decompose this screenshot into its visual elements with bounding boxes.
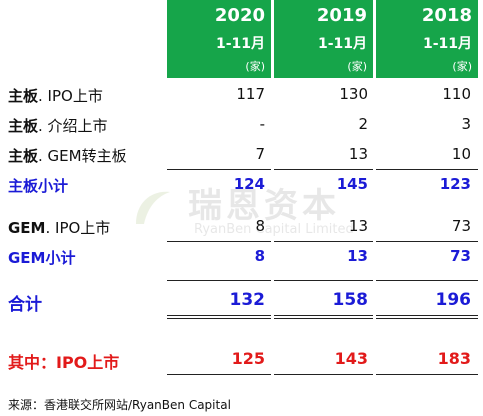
- divider: [167, 169, 271, 170]
- table-row: 主板. IPO上市 117 130 110: [0, 82, 483, 108]
- value-2019: 158: [332, 290, 369, 310]
- value-2018: 73: [451, 217, 471, 235]
- unit-label: (家): [245, 60, 265, 73]
- row-label: 其中：IPO上市: [8, 353, 120, 372]
- divider: [274, 169, 373, 170]
- divider: [274, 374, 373, 375]
- row-label: 合计: [8, 295, 42, 315]
- row-label: 主板小计: [8, 177, 69, 195]
- value-2019: 130: [339, 85, 368, 103]
- period-label: 1-11月: [215, 36, 265, 52]
- year-label: 2018: [421, 5, 472, 26]
- value-2020: 8: [254, 247, 265, 265]
- value-2019: 145: [336, 175, 368, 193]
- unit-label: (家): [347, 60, 367, 73]
- column-header-2018: 2018 1-11月 (家): [376, 0, 478, 78]
- row-label: 主板. IPO上市: [8, 85, 103, 106]
- column-header-2020: 2020 1-11月 (家): [167, 0, 271, 78]
- watermark: 瑞恩资本 RyanBen Capital Limited: [130, 178, 380, 248]
- watermark-cn: 瑞恩资本: [188, 186, 340, 226]
- value-2018: 3: [461, 115, 471, 133]
- divider: [167, 374, 271, 375]
- divider: [376, 374, 478, 375]
- table-row: 主板. 介绍上市 - 2 3: [0, 112, 483, 138]
- double-divider: [376, 315, 478, 319]
- column-header-2019: 2019 1-11月 (家): [274, 0, 373, 78]
- value-2019: 13: [348, 217, 368, 235]
- value-2020: 132: [229, 290, 266, 310]
- divider: [376, 169, 478, 170]
- row-label-bold: 主板: [8, 147, 39, 165]
- value-2020: 125: [231, 349, 265, 368]
- row-label-bold: GEM: [8, 219, 46, 237]
- divider: [376, 280, 478, 281]
- divider: [274, 241, 373, 242]
- source-note: 来源：香港联交所网站/RyanBen Capital: [8, 398, 231, 412]
- value-2019: 13: [348, 145, 368, 163]
- table-row: 主板. GEM转主板 7 13 10: [0, 142, 483, 168]
- value-2018: 123: [439, 175, 471, 193]
- divider: [274, 280, 373, 281]
- value-2020: 117: [236, 85, 265, 103]
- value-2020: 124: [233, 175, 265, 193]
- total-row: 合计 132 158 196: [0, 287, 483, 315]
- table-row: GEM. IPO上市 8 13 73: [0, 214, 483, 240]
- value-2019: 13: [347, 247, 368, 265]
- value-2019: 2: [358, 115, 368, 133]
- divider: [167, 280, 271, 281]
- period-label: 1-11月: [422, 36, 472, 52]
- value-2020: -: [259, 115, 265, 133]
- subtotal-row: 主板小计 124 145 123: [0, 172, 483, 198]
- value-2019: 143: [334, 349, 368, 368]
- row-label: GEM. IPO上市: [8, 217, 110, 238]
- row-label-rest: . 介绍上市: [38, 117, 108, 135]
- double-divider: [274, 315, 373, 319]
- value-2018: 196: [435, 290, 472, 310]
- unit-label: (家): [452, 60, 472, 73]
- row-label-rest: . GEM转主板: [38, 147, 127, 165]
- row-label-bold: 主板: [8, 117, 39, 135]
- year-label: 2019: [316, 5, 367, 26]
- row-label-bold: 主板: [8, 87, 39, 105]
- row-label: GEM小计: [8, 249, 76, 267]
- subtotal-row: GEM小计 8 13 73: [0, 244, 483, 270]
- double-divider: [167, 315, 271, 319]
- value-2020: 7: [255, 145, 265, 163]
- period-label: 1-11月: [317, 36, 367, 52]
- row-label-rest: . IPO上市: [38, 87, 103, 105]
- ipo-row: 其中：IPO上市 125 143 183: [0, 346, 483, 372]
- divider: [167, 241, 271, 242]
- value-2018: 183: [437, 349, 471, 368]
- row-label-rest: . IPO上市: [45, 219, 111, 237]
- value-2020: 8: [255, 217, 265, 235]
- divider: [376, 241, 478, 242]
- row-label: 主板. 介绍上市: [8, 115, 108, 136]
- value-2018: 10: [451, 145, 471, 163]
- year-label: 2020: [214, 5, 265, 26]
- value-2018: 73: [450, 247, 471, 265]
- value-2018: 110: [442, 85, 471, 103]
- watermark-en: RyanBen Capital Limited: [194, 222, 354, 237]
- row-label: 主板. GEM转主板: [8, 145, 127, 166]
- logo-icon: [136, 191, 170, 224]
